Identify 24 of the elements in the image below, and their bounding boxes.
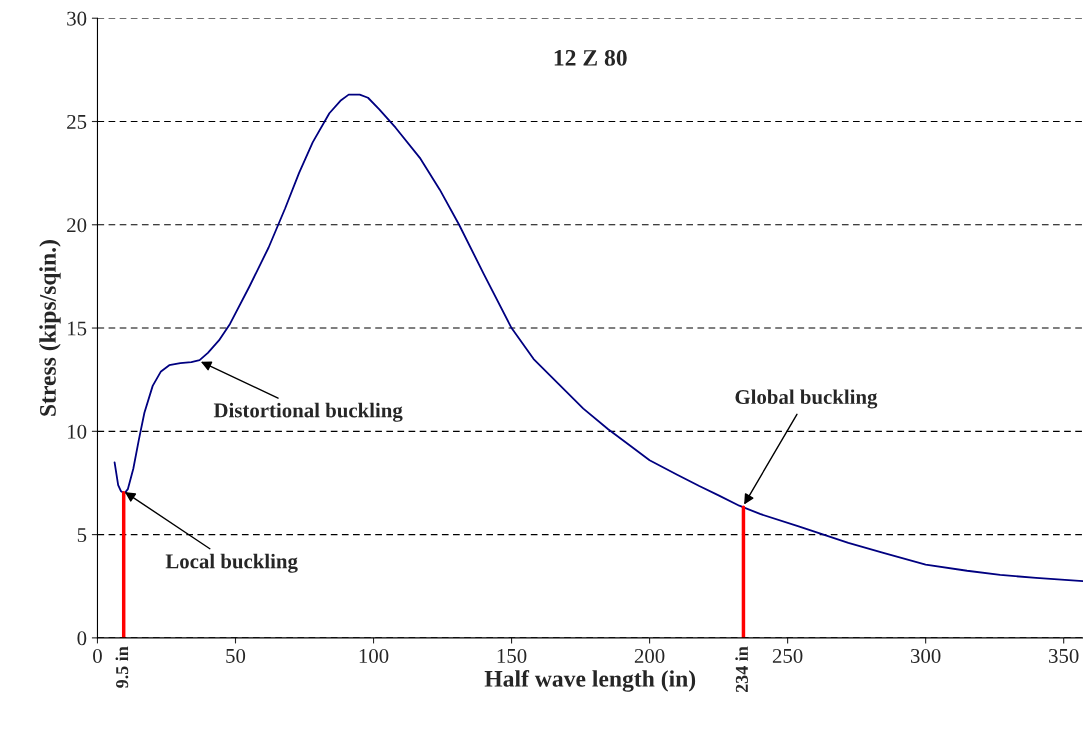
- y-tick-label: 10: [68, 424, 87, 439]
- x-tick-label: 300: [911, 648, 941, 663]
- y-tick-label: 20: [67, 218, 87, 233]
- x-tick-label: 0: [93, 648, 102, 663]
- x-tick-label: 250: [772, 648, 803, 663]
- line-series: [113, 93, 1083, 582]
- x-tick-label: 100: [359, 648, 389, 663]
- annotation: Distortional buckling: [213, 402, 403, 422]
- ref-line-label: 9.5 in: [115, 646, 129, 688]
- y-tick-label: 25: [67, 114, 87, 129]
- y-tick-label: 15: [68, 321, 87, 336]
- annotation: Local buckling: [165, 553, 298, 573]
- x-tick-label: 200: [634, 648, 665, 663]
- x-tick-label: 350: [1049, 648, 1079, 663]
- y-tick-label: 5: [77, 528, 87, 543]
- x-axis-title: Half wave length (in): [484, 669, 696, 692]
- x-tick-label: 50: [226, 648, 246, 663]
- y-tick-label: 30: [67, 11, 87, 26]
- ref-line-label: 234 in: [735, 646, 748, 693]
- y-tick-label: 0: [77, 631, 87, 646]
- y-axis-title: Stress (kips/sqin.): [39, 240, 61, 416]
- text: 12 Z 80: [554, 49, 627, 66]
- x-tick-label: 150: [497, 648, 527, 663]
- annotation: Global buckling: [735, 389, 878, 409]
